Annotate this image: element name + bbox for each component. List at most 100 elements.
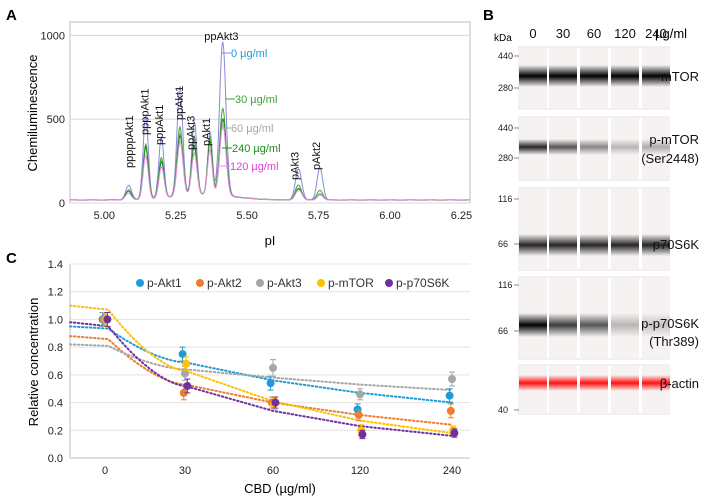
blot-band-label: p70S6K — [653, 237, 700, 252]
chart-c-ytick-label: 0.2 — [48, 425, 63, 437]
blot-band-label: p-mTOR — [649, 132, 699, 147]
blot-band — [611, 139, 639, 155]
blot-band-sublabel: (Ser2448) — [641, 151, 699, 166]
chart-c: 0.0 0.2 0.4 0.6 0.8 1.0 1.2 1.4 0 30 60 120 240 p-Ak… — [26, 259, 470, 496]
blot-band — [549, 375, 577, 391]
blot-band — [611, 313, 639, 337]
chart-a-dose-label: 0 µg/ml — [231, 48, 267, 60]
chart-a-series-line — [70, 123, 470, 201]
blot-band — [611, 65, 639, 87]
chart-c-point — [450, 429, 459, 438]
chart-a-ylabel: Chemiluminescence — [25, 54, 40, 171]
blot-dose-label: 120 — [614, 26, 636, 41]
blot-band-sublabel: (Thr389) — [649, 334, 699, 349]
chart-a-peak-label: ppppAkt1 — [140, 89, 152, 135]
chart-a-peak-label: pppAkt1 — [154, 105, 166, 145]
blot-lane — [642, 189, 670, 269]
chart-a-ticks: 0 500 1000 5.00 5.25 5.50 5.75 6.00 6.25 — [41, 30, 473, 222]
blot-band — [519, 375, 547, 391]
blot-marker-label: 280 — [498, 153, 513, 163]
blot-lane — [549, 189, 577, 269]
chart-c-point — [103, 315, 112, 324]
chart-a-xtick-label: 6.25 — [451, 210, 472, 222]
chart-a-xtick-label: 5.50 — [236, 210, 257, 222]
chart-c-point — [178, 350, 187, 359]
chart-a-xtick-label: 5.75 — [308, 210, 329, 222]
chart-a-dose-label: 240 µg/ml — [232, 143, 281, 155]
blot-marker-label: 116 — [498, 280, 512, 290]
chart-c-ytick-label: 0.6 — [48, 370, 63, 382]
blot-marker-label: 40 — [498, 405, 508, 415]
chart-c-ytick-label: 1.0 — [48, 314, 63, 326]
chart-a-xtick-label: 5.00 — [94, 210, 115, 222]
blot-band-label: p-p70S6K — [641, 316, 699, 331]
blot-band — [580, 65, 608, 87]
chart-a-plot-area — [69, 21, 471, 204]
chart-c-legend-marker — [385, 279, 393, 287]
chart-a-ytick-label: 500 — [47, 114, 65, 126]
chart-c-points — [98, 312, 459, 440]
chart-c-fit-line — [69, 325, 453, 404]
chart-c-point — [266, 379, 275, 388]
chart-c-point — [269, 363, 277, 372]
chart-c-point — [446, 406, 455, 415]
chart-c-point — [179, 388, 188, 397]
chart-c-grid — [69, 263, 470, 459]
chart-c-ticks: 0.0 0.2 0.4 0.6 0.8 1.0 1.2 1.4 0 30 60 120 240 — [48, 259, 461, 477]
chart-c-fit-line — [69, 304, 453, 435]
blot-unit-label: kDa — [494, 33, 512, 44]
blot-bands: 440 280 mTOR 440 280 p-mTOR (Ser2448) 116 66 p70S… — [498, 46, 700, 415]
blot-marker-label: 116 — [498, 194, 512, 204]
chart-c-point — [271, 398, 280, 407]
blot-band — [642, 65, 670, 87]
blot-lane — [580, 189, 608, 269]
blot-band — [580, 234, 608, 256]
blot-marker-label: 280 — [498, 83, 513, 93]
chart-c-ytick-label: 1.2 — [48, 287, 63, 299]
chart-a-peak-label: pAkt2 — [311, 142, 323, 170]
blot-band — [549, 139, 577, 155]
blot-band-label: mTOR — [661, 69, 699, 84]
blot-band — [580, 375, 608, 391]
blot-band-label: β-actin — [660, 376, 699, 391]
chart-c-xtick-label: 30 — [179, 465, 191, 477]
blot-dose-label: 240 — [645, 26, 667, 41]
chart-a-dose-label: 60 µg/ml — [231, 123, 273, 135]
chart-c-fit-lines — [69, 304, 453, 437]
chart-c-point — [356, 390, 364, 399]
chart-c-point — [183, 381, 192, 390]
chart-c-legend-label: p-Akt1 — [147, 276, 182, 290]
blot-marker-label: 440 — [498, 123, 513, 133]
blot-band — [642, 375, 670, 391]
panel-label-a: A — [6, 7, 17, 24]
chart-c-legend-marker — [136, 279, 144, 287]
blot-dose-label: 60 — [587, 26, 601, 41]
blot-band — [580, 139, 608, 155]
chart-c-legend-marker — [317, 279, 325, 287]
chart-a-grid — [70, 34, 470, 204]
panel-label-b: B — [483, 7, 494, 24]
chart-c-legend-marker — [196, 279, 204, 287]
chart-c-point — [354, 411, 363, 420]
blot-band — [642, 234, 670, 256]
blot-band — [549, 65, 577, 87]
chart-a-ytick-label: 0 — [59, 198, 65, 210]
blot-dose-unit: µg/ml — [655, 26, 687, 41]
chart-a-dose-label: 120 µg/ml — [230, 161, 279, 173]
chart-c-legend: p-Akt1 p-Akt2 p-Akt3 p-mTOR p-p70S6K — [136, 276, 449, 290]
chart-a-series — [69, 41, 470, 201]
blot-band — [549, 313, 577, 337]
blot-marker-label: 66 — [498, 239, 508, 249]
chart-a: 0 500 1000 5.00 5.25 5.50 5.75 6.00 6.25 pppppAk… — [25, 21, 473, 248]
chart-a-peak-label: ppAkt3 — [185, 116, 197, 150]
chart-a-xlabel: pI — [265, 233, 276, 248]
chart-c-point — [181, 369, 189, 378]
chart-c-fit-line — [69, 321, 453, 437]
blot-marker-label: 66 — [498, 326, 508, 336]
chart-c-point — [445, 391, 454, 400]
blot-band — [611, 375, 639, 391]
blot-marker-label: 440 — [498, 51, 513, 61]
blot-lane — [519, 189, 547, 269]
